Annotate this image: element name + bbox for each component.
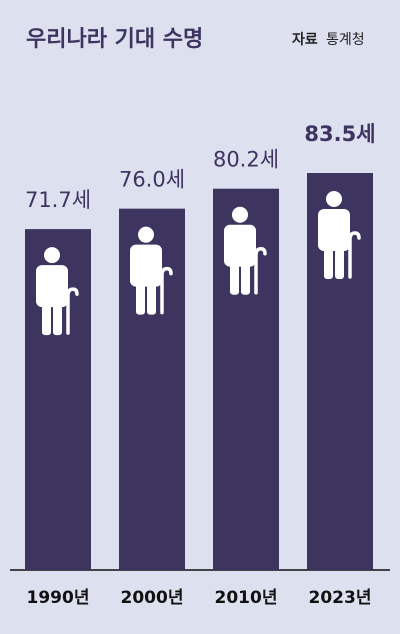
source-label: 자료 xyxy=(292,32,318,48)
icon-cane xyxy=(348,231,361,279)
value-label: 76.0세 xyxy=(119,168,185,192)
icon-body xyxy=(318,209,350,251)
x-tick-label: 1990년 xyxy=(27,588,90,608)
icon-leg xyxy=(335,245,344,279)
x-tick-label: 2000년 xyxy=(121,588,184,608)
icon-leg xyxy=(42,301,51,336)
icon-leg xyxy=(230,260,239,295)
x-tick-label: 2023년 xyxy=(309,588,372,608)
icon-leg xyxy=(241,260,250,295)
icon-body xyxy=(36,265,68,308)
icon-head xyxy=(232,206,248,223)
icon-leg xyxy=(53,301,62,336)
value-label: 80.2세 xyxy=(213,148,279,172)
icon-cane xyxy=(66,287,79,335)
icon-leg xyxy=(136,280,145,315)
icon-body xyxy=(224,224,256,267)
icon-leg xyxy=(147,280,156,315)
value-label: 83.5세 xyxy=(304,122,375,146)
person-icon xyxy=(36,247,79,336)
source: 통계청 xyxy=(326,32,365,48)
person-icon xyxy=(224,206,267,295)
x-tick-label: 2010년 xyxy=(215,588,278,608)
icon-cane xyxy=(160,266,173,315)
icon-head xyxy=(326,191,342,207)
value-label: 71.7세 xyxy=(25,188,91,212)
person-icon xyxy=(130,226,173,315)
icon-cane xyxy=(254,246,267,295)
person-icon xyxy=(318,191,361,279)
icon-head xyxy=(44,247,60,264)
icon-head xyxy=(138,226,154,243)
chart-title: 우리나라 기대 수명 xyxy=(26,27,203,52)
icon-body xyxy=(130,244,162,287)
icon-leg xyxy=(324,245,333,279)
